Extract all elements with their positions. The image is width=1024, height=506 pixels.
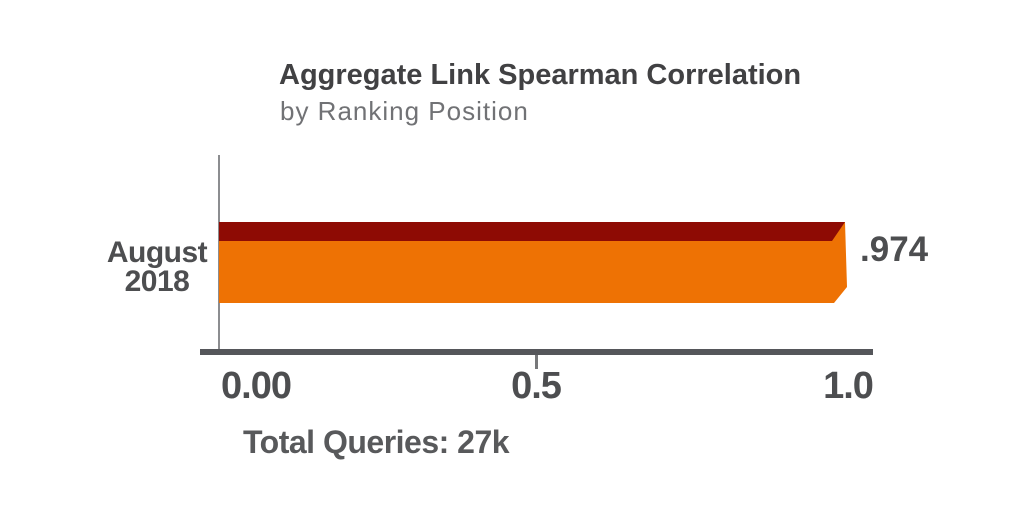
- category-label-line1: August: [106, 236, 208, 269]
- category-label-august-2018: August 2018: [57, 236, 257, 298]
- bar-august-2018: [219, 222, 847, 303]
- x-tick-label-1.0: 1.0: [823, 365, 874, 407]
- bar-august-2018-top-face: [219, 222, 845, 241]
- x-tick-label-0.00: 0.00: [221, 365, 292, 407]
- category-label-line2: 2018: [124, 265, 190, 298]
- x-axis-tick-0_5: [535, 355, 538, 369]
- x-axis-line: [200, 349, 873, 355]
- chart-subtitle: by Ranking Position: [280, 96, 529, 126]
- chart-title: Aggregate Link Spearman Correlation: [279, 59, 802, 91]
- x-tick-label-0.5: 0.5: [511, 365, 562, 407]
- chart-caption: Total Queries: 27k: [243, 424, 510, 460]
- value-label: .974: [860, 230, 929, 269]
